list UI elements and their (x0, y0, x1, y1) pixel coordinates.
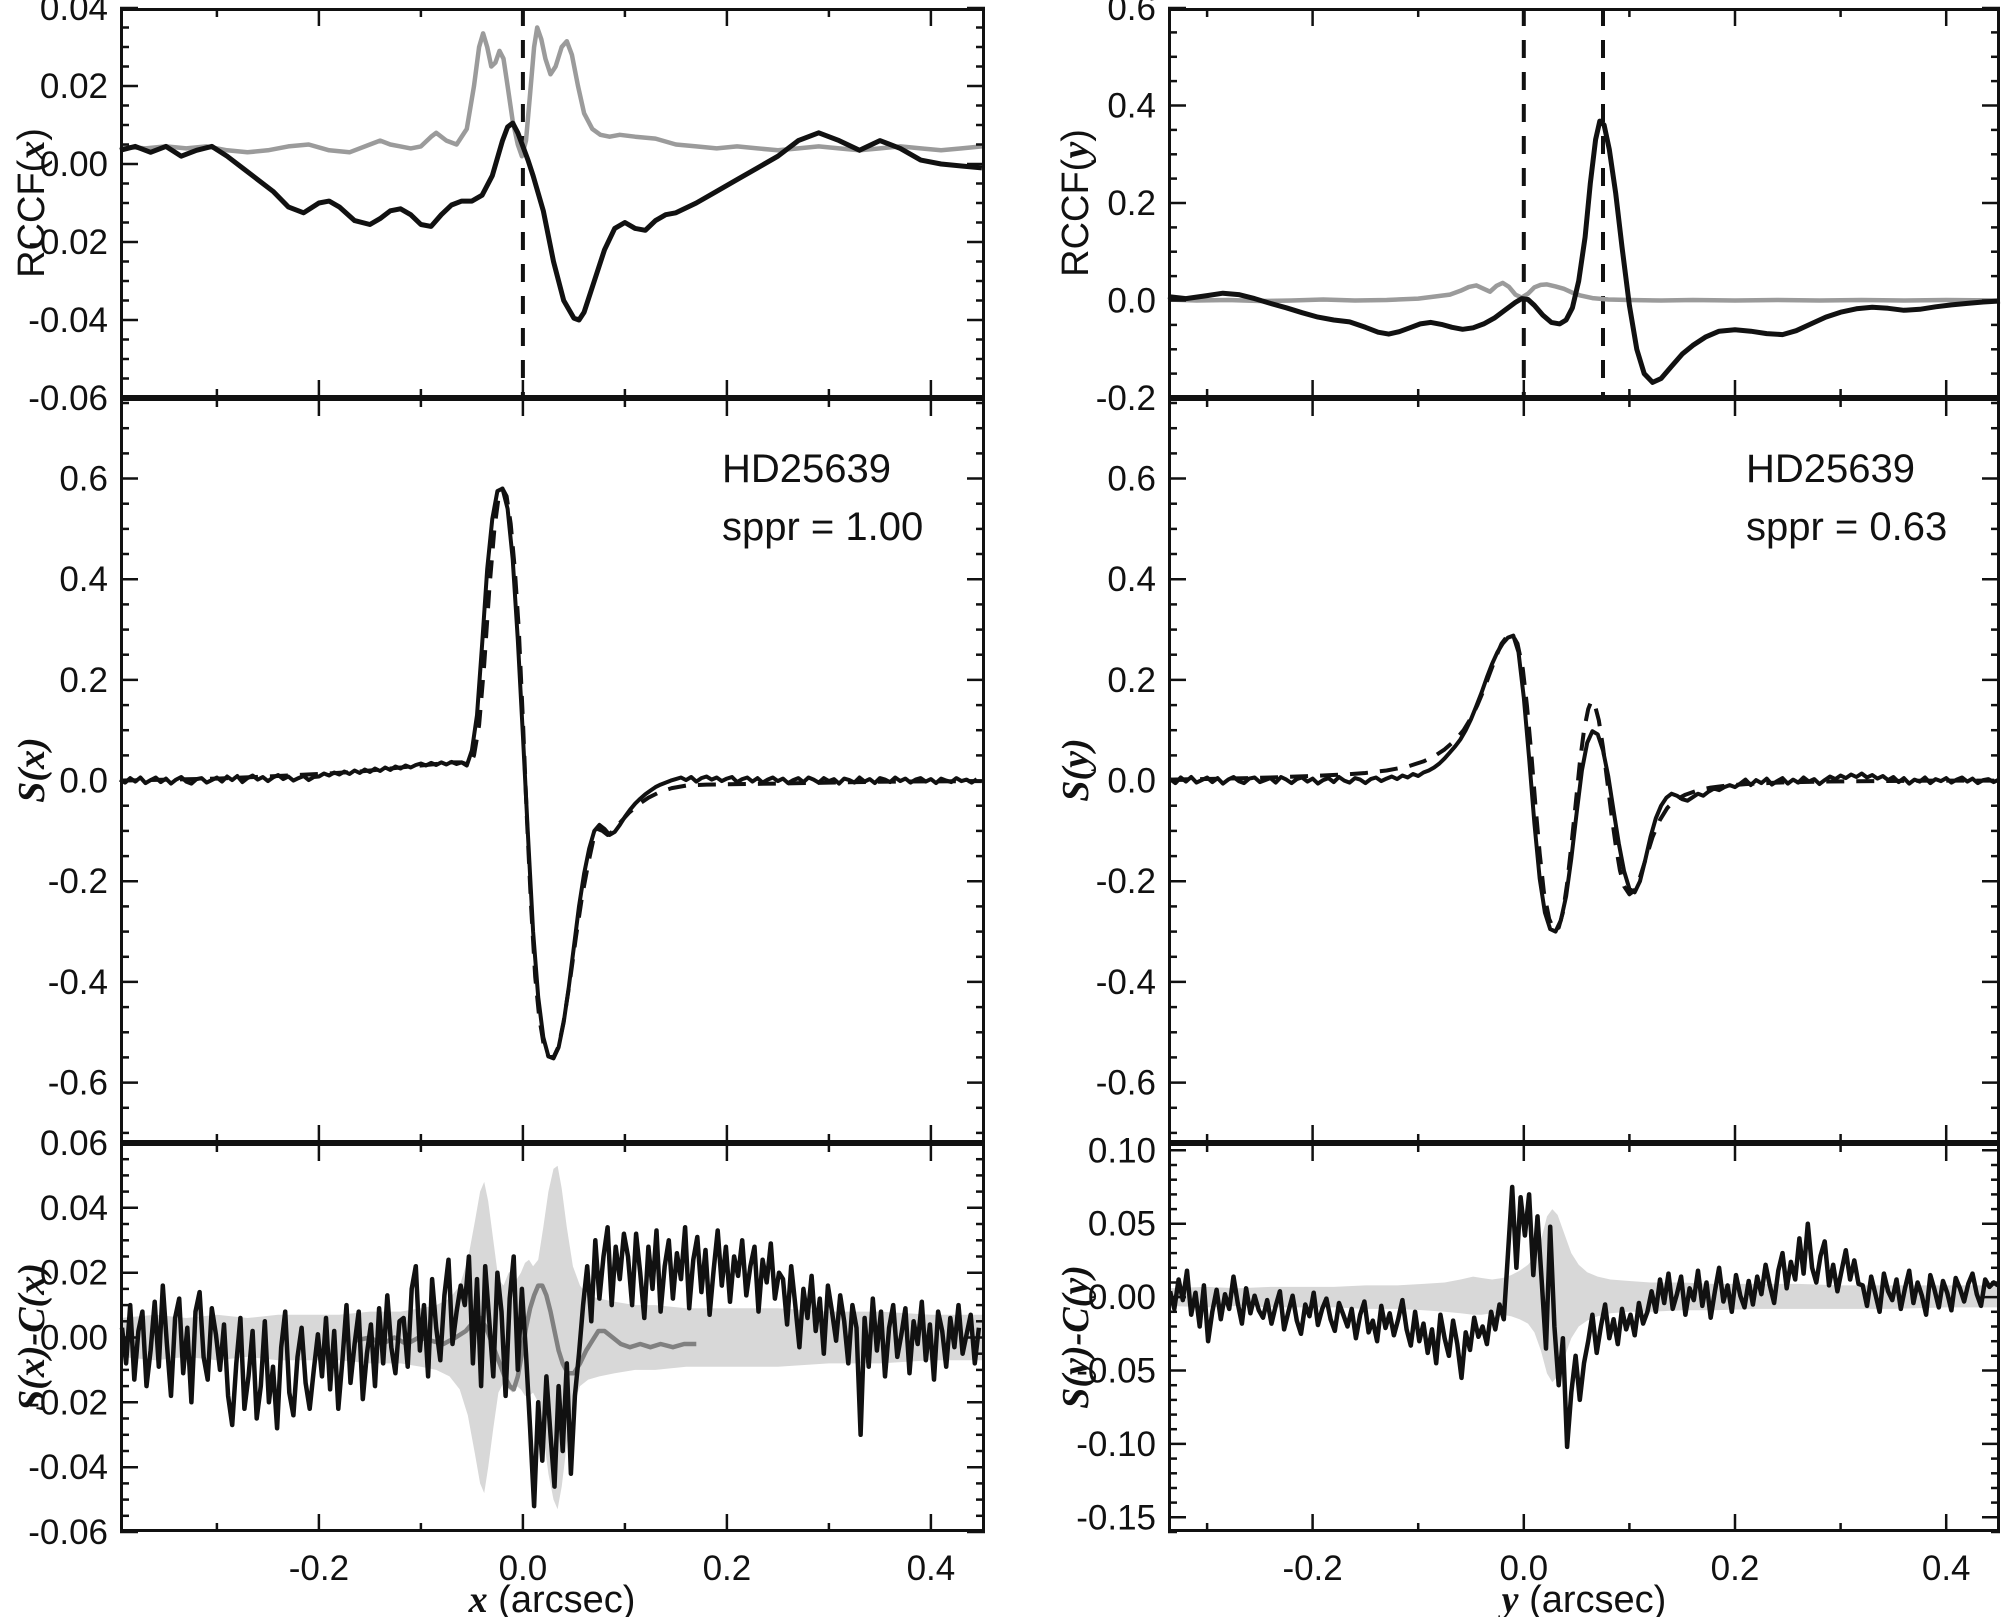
svg-text:-0.4: -0.4 (1096, 963, 1156, 1002)
svg-text:-0.2: -0.2 (289, 1549, 349, 1588)
svg-text:-0.6: -0.6 (48, 1064, 108, 1103)
svg-text:0.2: 0.2 (703, 1549, 752, 1588)
star-id-label: HD25639 (1746, 447, 1916, 491)
svg-text:0.0: 0.0 (1499, 1549, 1548, 1588)
svg-text:0.04: 0.04 (40, 1189, 108, 1228)
svg-text:-0.05: -0.05 (1076, 1352, 1156, 1391)
svg-text:0.4: 0.4 (1922, 1549, 1971, 1588)
svg-text:0.4: 0.4 (1107, 87, 1156, 126)
ylabel-var: x (11, 140, 53, 160)
svg-text:0.10: 0.10 (1088, 1131, 1156, 1170)
svg-text:0.4: 0.4 (1107, 560, 1156, 599)
svg-text:0.4: 0.4 (907, 1549, 956, 1588)
svg-text:-0.02: -0.02 (28, 223, 108, 262)
rccf-x-plot: 0.04 0.02 0.00 -0.02 -0.04 -0.06 (28, 0, 985, 418)
svg-text:0.2: 0.2 (1107, 661, 1156, 700)
panel-residual-x: 0.06 0.04 0.02 0.00 -0.02 -0.04 -0.06 -0.2 0.0 0.… (28, 1124, 985, 1588)
star-id-label: HD25639 (722, 447, 892, 491)
ylabel-var: S(x)-C(x) (11, 1263, 53, 1411)
ylabel-post: ) (1055, 129, 1097, 142)
y-axis-title-residual-y: S(y)-C(y) (1054, 1265, 1098, 1408)
y-axis-title-rccf-y: RCCF(y) (1054, 129, 1098, 277)
ylabel-pre: RCCF( (11, 159, 53, 278)
y-axis-title-slope-x: S(x) (10, 737, 54, 802)
xlabel-var: x (468, 1579, 488, 1617)
svg-text:0.00: 0.00 (40, 1319, 108, 1358)
svg-text:-0.4: -0.4 (48, 963, 108, 1002)
rccf-y-plot: 0.6 0.4 0.2 0.0 -0.2 (1096, 0, 2001, 418)
svg-text:0.00: 0.00 (40, 145, 108, 184)
svg-text:0.0: 0.0 (1107, 282, 1156, 321)
svg-text:0.02: 0.02 (40, 1254, 108, 1293)
svg-text:0.2: 0.2 (1107, 184, 1156, 223)
svg-text:-0.6: -0.6 (1096, 1064, 1156, 1103)
svg-text:-0.04: -0.04 (28, 301, 108, 340)
svg-text:-0.02: -0.02 (28, 1383, 108, 1422)
panel-slope-y: 0.6 0.4 0.2 0.0 -0.2 -0.4 -0.6 (1096, 398, 2000, 1143)
svg-text:0.4: 0.4 (59, 560, 108, 599)
svg-text:0.6: 0.6 (59, 460, 108, 499)
x-axis-title-right: y (arcsec) (1502, 1578, 1667, 1617)
svg-text:0.02: 0.02 (40, 67, 108, 106)
ylabel-var: S(y)-C(y) (1055, 1265, 1097, 1409)
y-axis-title-slope-y: S(y) (1054, 738, 1098, 801)
xlabel-var: y (1501, 1579, 1519, 1617)
svg-text:-0.15: -0.15 (1076, 1498, 1156, 1537)
svg-text:-0.10: -0.10 (1076, 1425, 1156, 1464)
xlabel-post: (arcsec) (487, 1579, 636, 1617)
ylabel-var: y (1055, 141, 1097, 159)
svg-text:-0.2: -0.2 (1282, 1549, 1342, 1588)
svg-text:0.2: 0.2 (59, 661, 108, 700)
residual-x-plot: 0.06 0.04 0.02 0.00 -0.02 -0.04 -0.06 -0.2 0.0 0.… (28, 1124, 985, 1588)
panel-rccf-y: 0.6 0.4 0.2 0.0 -0.2 (1096, 0, 2001, 418)
svg-text:0.06: 0.06 (40, 1124, 108, 1163)
ylabel-var: S(y) (1055, 738, 1097, 802)
svg-text:-0.06: -0.06 (28, 379, 108, 418)
y-axis-title-residual-x: S(x)-C(x) (10, 1263, 54, 1411)
slope-x-plot: 0.6 0.4 0.2 0.0 -0.2 -0.4 -0.6 (48, 398, 985, 1143)
annotation-slope-y: HD25639 sppr = 0.63 (1746, 440, 1947, 556)
svg-text:0.0: 0.0 (1107, 762, 1156, 801)
sppr-value-label: sppr = 1.00 (722, 505, 924, 549)
svg-text:-0.2: -0.2 (48, 862, 108, 901)
svg-text:0.04: 0.04 (40, 0, 108, 28)
svg-text:-0.04: -0.04 (28, 1448, 108, 1487)
xlabel-post: (arcsec) (1518, 1579, 1667, 1617)
svg-text:-0.06: -0.06 (28, 1513, 108, 1552)
svg-text:0.6: 0.6 (1107, 0, 1156, 28)
svg-text:0.6: 0.6 (1107, 460, 1156, 499)
x-axis-title-left: x (arcsec) (469, 1578, 636, 1617)
ylabel-pre: RCCF( (1055, 158, 1097, 277)
ylabel-var: S(x) (11, 737, 53, 803)
residual-y-plot: 0.10 0.05 0.00 -0.05 -0.10 -0.15 -0.2 0.0 0.2 0.4 (1076, 1131, 2000, 1588)
svg-text:0.05: 0.05 (1088, 1205, 1156, 1244)
svg-text:0.2: 0.2 (1711, 1549, 1760, 1588)
annotation-slope-x: HD25639 sppr = 1.00 (722, 440, 923, 556)
svg-text:0.0: 0.0 (59, 762, 108, 801)
panel-rccf-x: 0.04 0.02 0.00 -0.02 -0.04 -0.06 (28, 0, 985, 418)
svg-text:-0.2: -0.2 (1096, 862, 1156, 901)
svg-text:0.0: 0.0 (499, 1549, 548, 1588)
svg-text:-0.2: -0.2 (1096, 379, 1156, 418)
slope-y-plot: 0.6 0.4 0.2 0.0 -0.2 -0.4 -0.6 (1096, 398, 2000, 1143)
sppr-value-label: sppr = 0.63 (1746, 505, 1948, 549)
panel-slope-x: 0.6 0.4 0.2 0.0 -0.2 -0.4 -0.6 (48, 398, 985, 1143)
svg-text:0.00: 0.00 (1088, 1278, 1156, 1317)
y-axis-title-rccf-x: RCCF(x) (10, 128, 54, 278)
panel-residual-y: 0.10 0.05 0.00 -0.05 -0.10 -0.15 -0.2 0.0 0.2 0.4 (1076, 1131, 2000, 1588)
ylabel-post: ) (11, 128, 53, 141)
